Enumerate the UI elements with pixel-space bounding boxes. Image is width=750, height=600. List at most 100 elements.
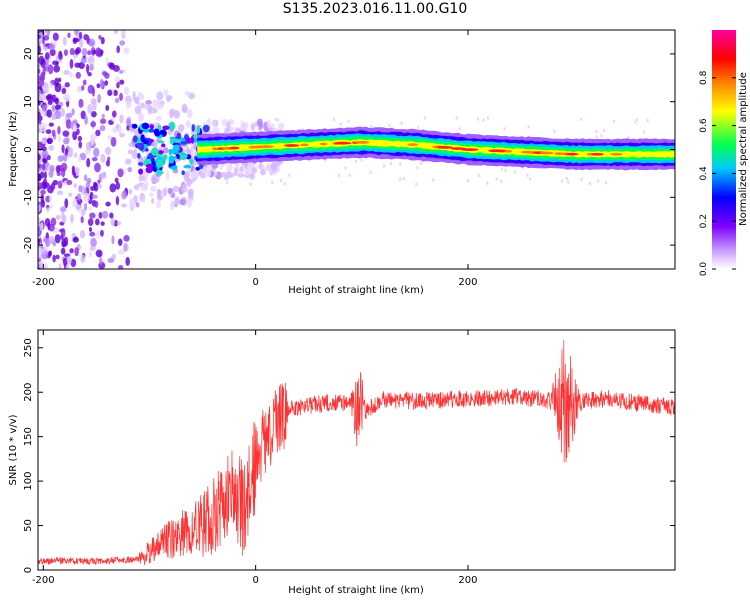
spectrogram-speckle xyxy=(52,254,56,263)
spectrogram-speckle xyxy=(80,57,87,64)
spectrogram-speckle xyxy=(482,118,485,122)
spectrogram-speckle xyxy=(597,179,600,183)
spectrogram-speckle xyxy=(354,159,357,163)
spectrogram-speckle xyxy=(69,71,74,78)
spectrogram-speckle xyxy=(88,206,93,211)
spectrogram-speckle xyxy=(72,237,79,243)
spectrogram-speckle xyxy=(72,198,79,208)
spectrogram-speckle xyxy=(87,218,94,226)
spectrogram-y-label: 20 xyxy=(23,48,34,61)
spectrogram-speckle xyxy=(553,129,556,133)
spectrogram-speckle xyxy=(86,63,90,74)
spectrogram-speckle xyxy=(75,46,82,54)
spectrogram-speckle xyxy=(125,118,131,127)
spectrogram-speckle xyxy=(175,197,180,205)
colorbar-gradient xyxy=(712,30,736,269)
spectrogram-speckle xyxy=(38,75,46,81)
spectrogram-speckle xyxy=(271,180,274,184)
spectrogram-speckle xyxy=(123,243,129,252)
spectrogram-speckle xyxy=(57,77,62,83)
snr-x-label: -200 xyxy=(32,575,55,586)
spectrogram-speckle xyxy=(40,171,45,179)
colorbar-tick-label: 0.0 xyxy=(699,262,709,277)
spectrogram-speckle xyxy=(104,80,109,86)
spectrogram-blob xyxy=(155,153,163,158)
spectrogram-speckle xyxy=(249,182,252,186)
spectrogram-speckle xyxy=(63,137,70,145)
spectrogram-speckle xyxy=(399,162,402,166)
spectrogram-speckle xyxy=(78,61,85,70)
spectrogram-speckle xyxy=(90,237,97,248)
spectrogram-blob xyxy=(168,148,173,156)
snr-y-label: 250 xyxy=(23,338,34,357)
spectrogram-speckle xyxy=(389,161,392,165)
spectrogram-speckle xyxy=(87,103,93,114)
spectrogram-speckle xyxy=(163,89,169,96)
spectrogram-x-label: 0 xyxy=(252,277,258,288)
spectrogram-speckle xyxy=(123,47,130,54)
spectrogram-speckle xyxy=(79,152,87,161)
spectrogram-speckle xyxy=(80,254,86,263)
spectrogram-x-axis-label: Height of straight line (km) xyxy=(288,285,424,296)
spectrogram-speckle xyxy=(125,158,132,165)
spectrogram-speckle xyxy=(504,168,507,172)
spectrogram-speckle xyxy=(186,179,194,185)
spectrogram-speckle xyxy=(600,134,603,138)
spectrogram-hotspot xyxy=(333,141,352,145)
spectrogram-speckle xyxy=(226,121,231,132)
spectrogram-speckle xyxy=(73,183,78,188)
spectrogram-speckle xyxy=(48,145,55,151)
spectrogram-speckle xyxy=(229,126,234,131)
spectrogram-speckle xyxy=(100,153,106,164)
spectrogram-speckle xyxy=(96,230,100,239)
spectrogram-speckle xyxy=(190,170,195,180)
spectrogram-speckle xyxy=(88,227,93,232)
spectrogram-speckle xyxy=(60,228,66,238)
spectrogram-speckle xyxy=(275,118,278,122)
spectrogram-speckle xyxy=(580,177,583,181)
spectrogram-speckle xyxy=(64,82,70,88)
spectrogram-speckle xyxy=(150,185,157,192)
spectrogram-speckle xyxy=(47,154,51,161)
colorbar-label: Normalized spectral amplitude xyxy=(738,72,749,226)
spectrogram-speckle xyxy=(93,182,99,192)
spectrogram-speckle xyxy=(333,118,336,122)
spectrogram-blob xyxy=(137,152,141,159)
colorbar-tick-label: 0.6 xyxy=(699,118,709,133)
spectrogram-speckle xyxy=(227,172,235,178)
spectrogram-speckle xyxy=(55,254,60,260)
spectrogram-speckle xyxy=(64,147,68,156)
spectrogram-speckle xyxy=(415,182,418,186)
snr-series-line xyxy=(38,340,675,566)
spectrogram-speckle xyxy=(93,147,100,158)
spectrogram-speckle xyxy=(501,167,504,171)
spectrogram-speckle xyxy=(478,173,481,177)
spectrogram-speckle xyxy=(169,108,176,116)
spectrogram-hotspot xyxy=(300,143,309,147)
spectrogram-speckle xyxy=(266,119,271,129)
spectrogram-speckle xyxy=(131,149,138,160)
spectrogram-speckle xyxy=(419,162,422,166)
spectrogram-speckle xyxy=(187,198,192,208)
spectrogram-speckle xyxy=(45,30,49,34)
spectrogram-speckle xyxy=(61,162,68,172)
spectrogram-speckle xyxy=(47,138,52,144)
spectrogram-speckle xyxy=(62,130,70,137)
spectrogram-speckle xyxy=(110,136,117,147)
spectrogram-speckle xyxy=(627,135,630,139)
spectrogram-speckle xyxy=(59,205,67,213)
spectrogram-speckle xyxy=(85,141,92,151)
spectrogram-speckle xyxy=(399,177,402,181)
spectrogram-blob xyxy=(183,164,192,169)
spectrogram-blob xyxy=(132,135,138,143)
spectrogram-speckle xyxy=(72,130,78,141)
spectrogram-speckle xyxy=(60,107,66,117)
spectrogram-speckle xyxy=(194,128,198,135)
spectrogram-speckle xyxy=(115,181,121,190)
spectrogram-speckle xyxy=(234,162,240,169)
spectrogram-speckle xyxy=(87,84,95,94)
snr-x-label: 200 xyxy=(458,575,477,586)
spectrogram-speckle xyxy=(38,68,41,74)
spectrogram-blob xyxy=(181,170,185,176)
spectrogram-speckle xyxy=(527,125,530,129)
